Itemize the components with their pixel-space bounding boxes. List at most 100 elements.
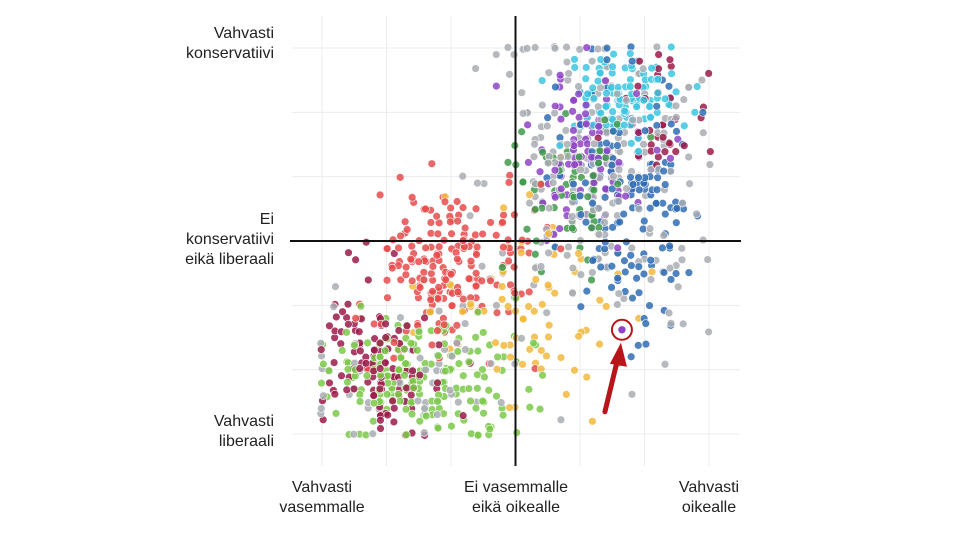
data-point [661, 209, 670, 219]
data-point [551, 102, 560, 111]
data-point [415, 353, 425, 363]
data-point [666, 154, 675, 163]
data-point [537, 203, 547, 213]
data-point [595, 339, 604, 349]
data-point [706, 147, 715, 156]
data-point [595, 295, 605, 305]
data-point [563, 251, 572, 260]
data-point [504, 178, 514, 187]
data-point [499, 210, 508, 220]
data-point [401, 263, 411, 272]
data-point [459, 294, 468, 304]
data-point [569, 179, 578, 189]
data-point [538, 148, 547, 157]
data-point [594, 204, 603, 213]
data-point [588, 171, 598, 180]
data-point [453, 254, 462, 264]
x-tick-label-right: Vahvasti oikealle [619, 478, 799, 518]
data-point [574, 249, 583, 258]
data-point [426, 229, 436, 238]
data-point [471, 64, 480, 73]
data-point [537, 76, 547, 85]
data-point [609, 49, 618, 59]
data-point [638, 64, 648, 73]
data-point [531, 250, 540, 259]
data-point [672, 204, 682, 213]
data-point [370, 345, 379, 355]
data-point [446, 217, 455, 227]
data-point [419, 268, 429, 277]
data-point [544, 248, 553, 258]
data-point [452, 338, 462, 347]
data-point [395, 173, 405, 182]
data-point [595, 146, 605, 156]
data-point [478, 229, 487, 239]
data-point [634, 341, 643, 350]
data-point [499, 341, 509, 350]
data-point [556, 114, 566, 124]
data-point [473, 430, 483, 440]
data-point [524, 158, 533, 167]
data-point [664, 82, 674, 91]
data-point [626, 75, 635, 84]
data-point [421, 365, 430, 375]
data-point [525, 287, 534, 297]
data-point [524, 385, 534, 394]
data-point [555, 141, 564, 150]
data-point [325, 321, 334, 331]
data-point [671, 87, 681, 97]
data-point [356, 346, 365, 356]
data-point [544, 229, 553, 238]
data-point [556, 353, 566, 362]
data-point [525, 198, 534, 208]
data-point [400, 371, 409, 380]
data-point [587, 275, 596, 285]
data-point [535, 404, 545, 414]
data-point [581, 100, 591, 110]
data-point [658, 133, 668, 142]
data-point [542, 351, 551, 361]
data-point [343, 365, 353, 374]
data-point [589, 185, 599, 195]
data-point [472, 250, 481, 259]
data-point [394, 243, 403, 253]
data-point [704, 327, 713, 337]
data-point [627, 139, 636, 148]
data-point [317, 345, 326, 354]
data-point [659, 268, 669, 277]
data-point [632, 89, 641, 98]
data-point [542, 308, 551, 317]
data-point [413, 346, 422, 355]
data-point [466, 299, 475, 309]
data-point [471, 269, 481, 278]
data-point [497, 295, 507, 304]
data-point [588, 256, 597, 265]
data-point [464, 357, 474, 367]
data-point [525, 403, 534, 412]
data-point [620, 120, 629, 130]
data-point [551, 82, 560, 92]
data-point [569, 126, 578, 135]
data-point [434, 351, 443, 360]
y-tick-label-line: Ei [259, 211, 274, 228]
data-point [492, 50, 501, 59]
data-point [593, 76, 603, 86]
data-point [446, 270, 456, 279]
y-tick-label-line: Vahvasti [213, 413, 274, 430]
data-point [381, 319, 390, 329]
data-point [419, 275, 429, 284]
data-point [407, 241, 416, 251]
data-point [458, 411, 468, 420]
data-point [395, 396, 405, 406]
data-point [659, 166, 668, 176]
data-point [677, 255, 687, 265]
data-point [434, 242, 444, 251]
data-point [477, 262, 487, 271]
data-point [440, 197, 450, 206]
data-point [667, 119, 676, 129]
data-point [581, 74, 590, 83]
data-point [667, 69, 676, 78]
arrow-shaft [602, 355, 621, 415]
data-point [383, 410, 392, 420]
data-point [654, 50, 663, 59]
